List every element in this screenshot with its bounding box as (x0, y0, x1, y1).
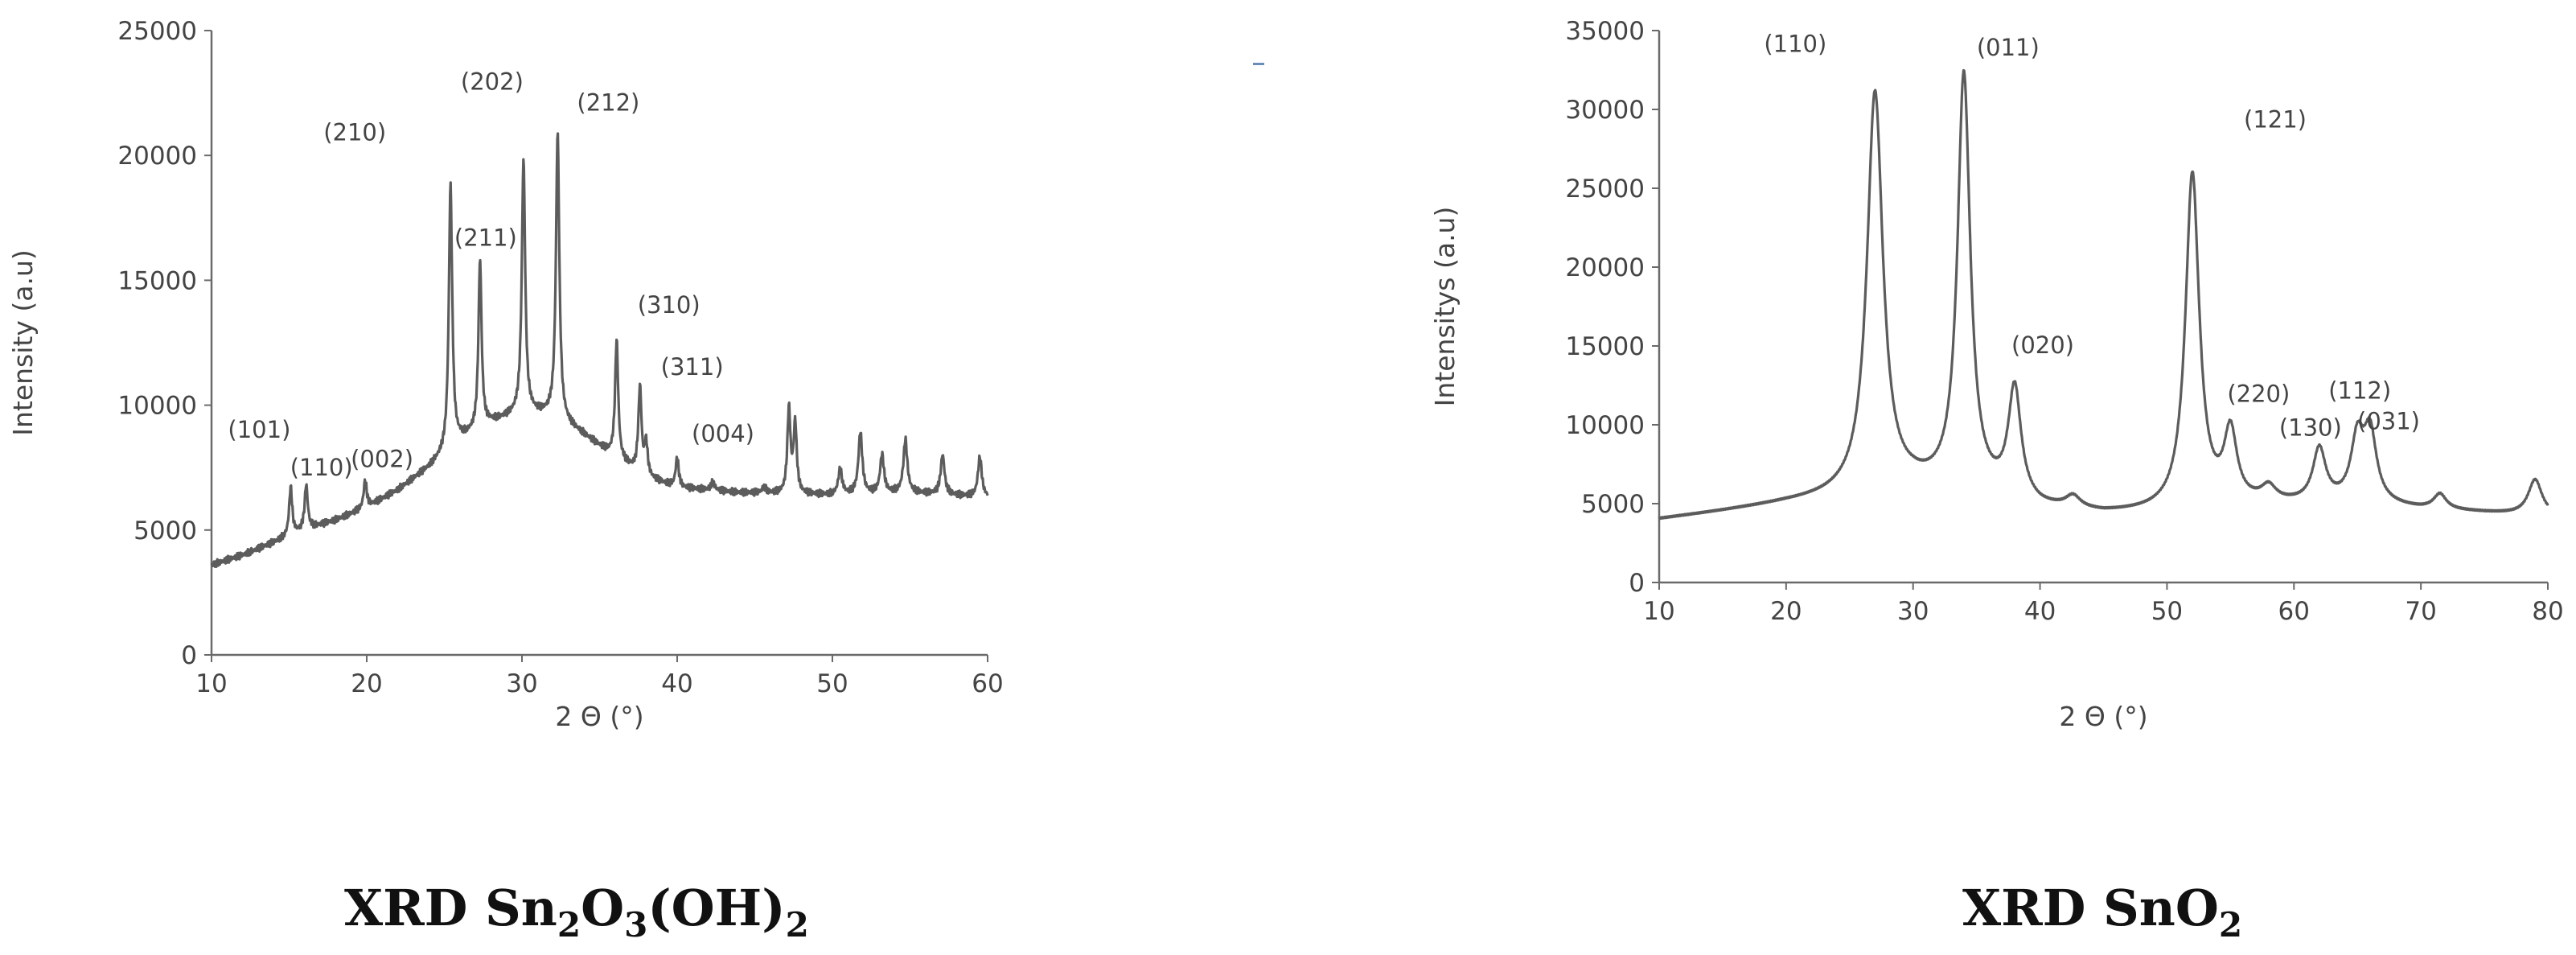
peak-label: (004) (692, 420, 754, 447)
x-tick-label: 10 (195, 669, 227, 698)
peak-label: (220) (2227, 381, 2290, 408)
x-tick-label: 40 (2024, 597, 2056, 626)
y-tick-label: 15000 (117, 266, 197, 295)
x-tick-label: 20 (1770, 597, 1802, 626)
x-tick-label: 70 (2405, 597, 2436, 626)
y-tick-label: 15000 (1565, 332, 1645, 361)
y-tick-label: 10000 (1565, 411, 1645, 440)
peak-label: (011) (1977, 34, 2040, 61)
x-axis-label: 2 Θ (°) (2059, 701, 2147, 732)
xrd-pattern-line (1658, 68, 2549, 521)
peak-label: (202) (461, 68, 524, 95)
peak-label: (002) (351, 446, 413, 473)
chart-caption: XRD SnO2 (1962, 879, 2242, 945)
peak-label: (130) (2279, 414, 2342, 441)
y-tick-label: 35000 (1565, 17, 1645, 46)
y-axis-label: Intensity (a.u) (7, 249, 39, 436)
peak-label: (101) (228, 416, 290, 443)
chart-caption: XRD Sn2O3(OH)2 (344, 879, 809, 945)
y-tick-label: 25000 (117, 17, 197, 46)
x-tick-label: 20 (351, 669, 382, 698)
x-tick-label: 30 (1897, 597, 1929, 626)
peak-label: (210) (323, 118, 386, 146)
y-tick-label: 10000 (117, 392, 197, 421)
peak-label: (110) (290, 454, 353, 481)
peak-label: (211) (454, 224, 517, 252)
y-tick-label: 20000 (1565, 253, 1645, 282)
peak-label: (212) (577, 89, 639, 116)
stray-mark (1253, 63, 1264, 65)
x-tick-label: 10 (1643, 597, 1674, 626)
xrd-pattern-line (210, 132, 989, 569)
x-tick-label: 60 (972, 669, 1003, 698)
peak-label: (310) (638, 291, 700, 319)
x-tick-label: 50 (816, 669, 848, 698)
peak-label: (112) (2328, 377, 2391, 405)
x-tick-label: 80 (2532, 597, 2563, 626)
x-axis-label: 2 Θ (°) (555, 701, 643, 732)
y-tick-label: 0 (1629, 569, 1645, 598)
peak-label: (121) (2244, 105, 2307, 133)
y-tick-label: 25000 (1565, 175, 1645, 204)
x-tick-label: 30 (506, 669, 537, 698)
x-tick-label: 40 (661, 669, 692, 698)
peak-label: (031) (2357, 408, 2420, 435)
peak-label: (311) (661, 353, 724, 381)
peak-label: (020) (2011, 331, 2074, 359)
y-tick-label: 0 (181, 641, 197, 670)
peak-label: (110) (1764, 30, 1826, 57)
y-axis-label: Intensitys (a.u) (1429, 207, 1461, 407)
x-tick-label: 50 (2151, 597, 2183, 626)
chart-sno2: 0 5000 10000 15000 20000 25000 30000 35000 10 20 3… (1429, 17, 2564, 945)
y-tick-label: 20000 (117, 142, 197, 171)
y-tick-label: 5000 (134, 517, 197, 545)
y-tick-label: 30000 (1565, 96, 1645, 125)
y-tick-label: 5000 (1581, 490, 1645, 519)
x-tick-label: 60 (2278, 597, 2310, 626)
chart-sn2o3oh2: 0 5000 10000 15000 20000 25000 10 20 30 40 50 60 Int… (7, 17, 1004, 945)
